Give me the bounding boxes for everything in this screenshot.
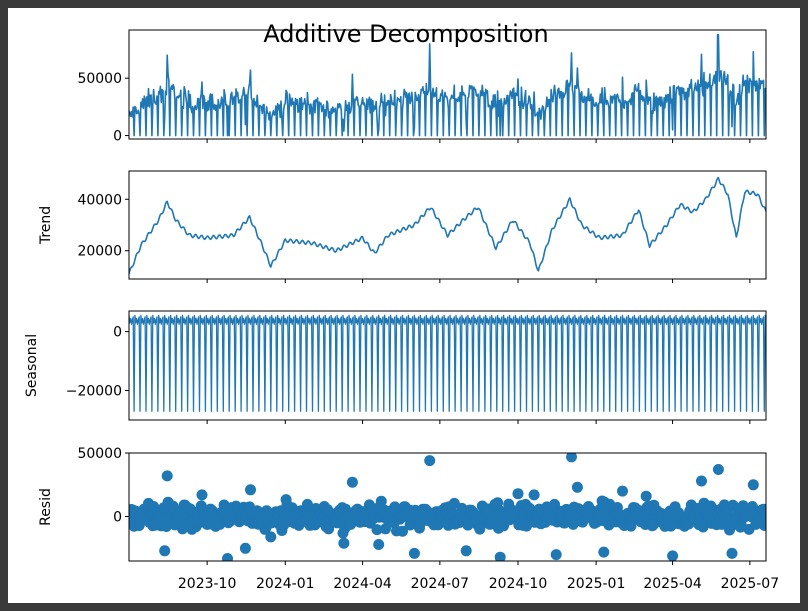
resid-point: [159, 545, 171, 557]
xtick-label: 2025-01: [567, 576, 626, 592]
resid-axes-frame: [128, 452, 767, 562]
resid-point: [371, 524, 383, 536]
trend-plot-area: [129, 176, 766, 275]
observed-ytick-label: 0: [113, 129, 122, 145]
xtick-label: 2025-07: [721, 576, 780, 592]
trend-ytick-label: 20000: [77, 244, 122, 260]
xtick-label: 2025-04: [643, 576, 702, 592]
seasonal-ytick-label: 0: [113, 325, 122, 341]
resid-point: [460, 545, 472, 557]
resid-point: [239, 542, 251, 554]
xtick-label: 2024-04: [333, 576, 392, 592]
resid-point: [512, 488, 524, 500]
resid-point: [566, 453, 577, 463]
resid-point: [760, 508, 766, 520]
seasonal-axes-frame: [128, 310, 767, 421]
resid-point: [571, 481, 583, 493]
resid-ytick-label: 50000: [77, 446, 122, 462]
resid-point: [747, 479, 759, 491]
seasonal-line: [129, 314, 766, 412]
resid-point: [696, 475, 707, 487]
resid-point: [758, 519, 766, 531]
resid-ytick-label: 0: [113, 510, 122, 526]
resid-point: [625, 520, 637, 532]
resid-point: [667, 550, 679, 561]
resid-point: [726, 547, 738, 559]
resid-ylabel: Resid: [38, 488, 54, 526]
resid-point: [375, 495, 387, 507]
resid-point: [492, 497, 504, 509]
resid-point: [494, 551, 506, 561]
trend-ytick-label: 40000: [77, 192, 122, 208]
resid-point: [550, 549, 562, 561]
resid-point: [161, 470, 173, 482]
resid-point: [196, 489, 208, 501]
resid-point: [640, 490, 652, 502]
trend-axes-frame: [128, 170, 767, 280]
xtick-label: 2024-07: [411, 576, 470, 592]
resid-point: [712, 464, 724, 475]
resid-point: [338, 537, 350, 549]
panel-observed: 0 50000: [77, 29, 767, 145]
panel-resid: 0 50000 2023-10 2024-01 2024-04 2024-07 2024-1…: [38, 446, 779, 592]
chart-title: Additive Decomposition: [263, 20, 548, 48]
resid-point: [528, 489, 540, 501]
seasonal-plot-area: [129, 314, 766, 412]
seasonal-ylabel: Seasonal: [24, 334, 40, 397]
resid-point: [265, 531, 277, 543]
trend-ylabel: Trend: [38, 206, 54, 245]
observed-line: [129, 33, 766, 137]
observed-ytick-label: 50000: [77, 71, 122, 87]
observed-plot-area: [129, 33, 766, 137]
resid-point: [474, 523, 486, 535]
resid-point: [245, 484, 256, 496]
resid-point: [397, 525, 408, 537]
resid-point: [408, 547, 420, 559]
resid-point: [424, 455, 436, 467]
observed-axes-frame: [128, 29, 767, 140]
xtick-label: 2024-01: [256, 576, 315, 592]
xtick-label: 2024-10: [489, 576, 548, 592]
seasonal-ytick-label: −20000: [66, 384, 122, 400]
panel-seasonal: −20000 0 Seasonal: [24, 310, 767, 424]
decomposition-chart: 0 50000 20000 40000 Trend −20000 0 Seasonal 0 500…: [24, 20, 779, 592]
resid-point: [222, 553, 233, 561]
figure: 0 50000 20000 40000 Trend −20000 0 Seasonal 0 500…: [8, 8, 800, 603]
resid-plot-area: [129, 453, 766, 561]
panel-trend: 20000 40000 Trend: [38, 170, 767, 283]
resid-point: [346, 476, 358, 488]
resid-point: [598, 546, 610, 558]
resid-point: [373, 539, 385, 550]
resid-point: [617, 485, 628, 497]
trend-line: [129, 176, 766, 275]
xtick-label: 2023-10: [178, 576, 237, 592]
